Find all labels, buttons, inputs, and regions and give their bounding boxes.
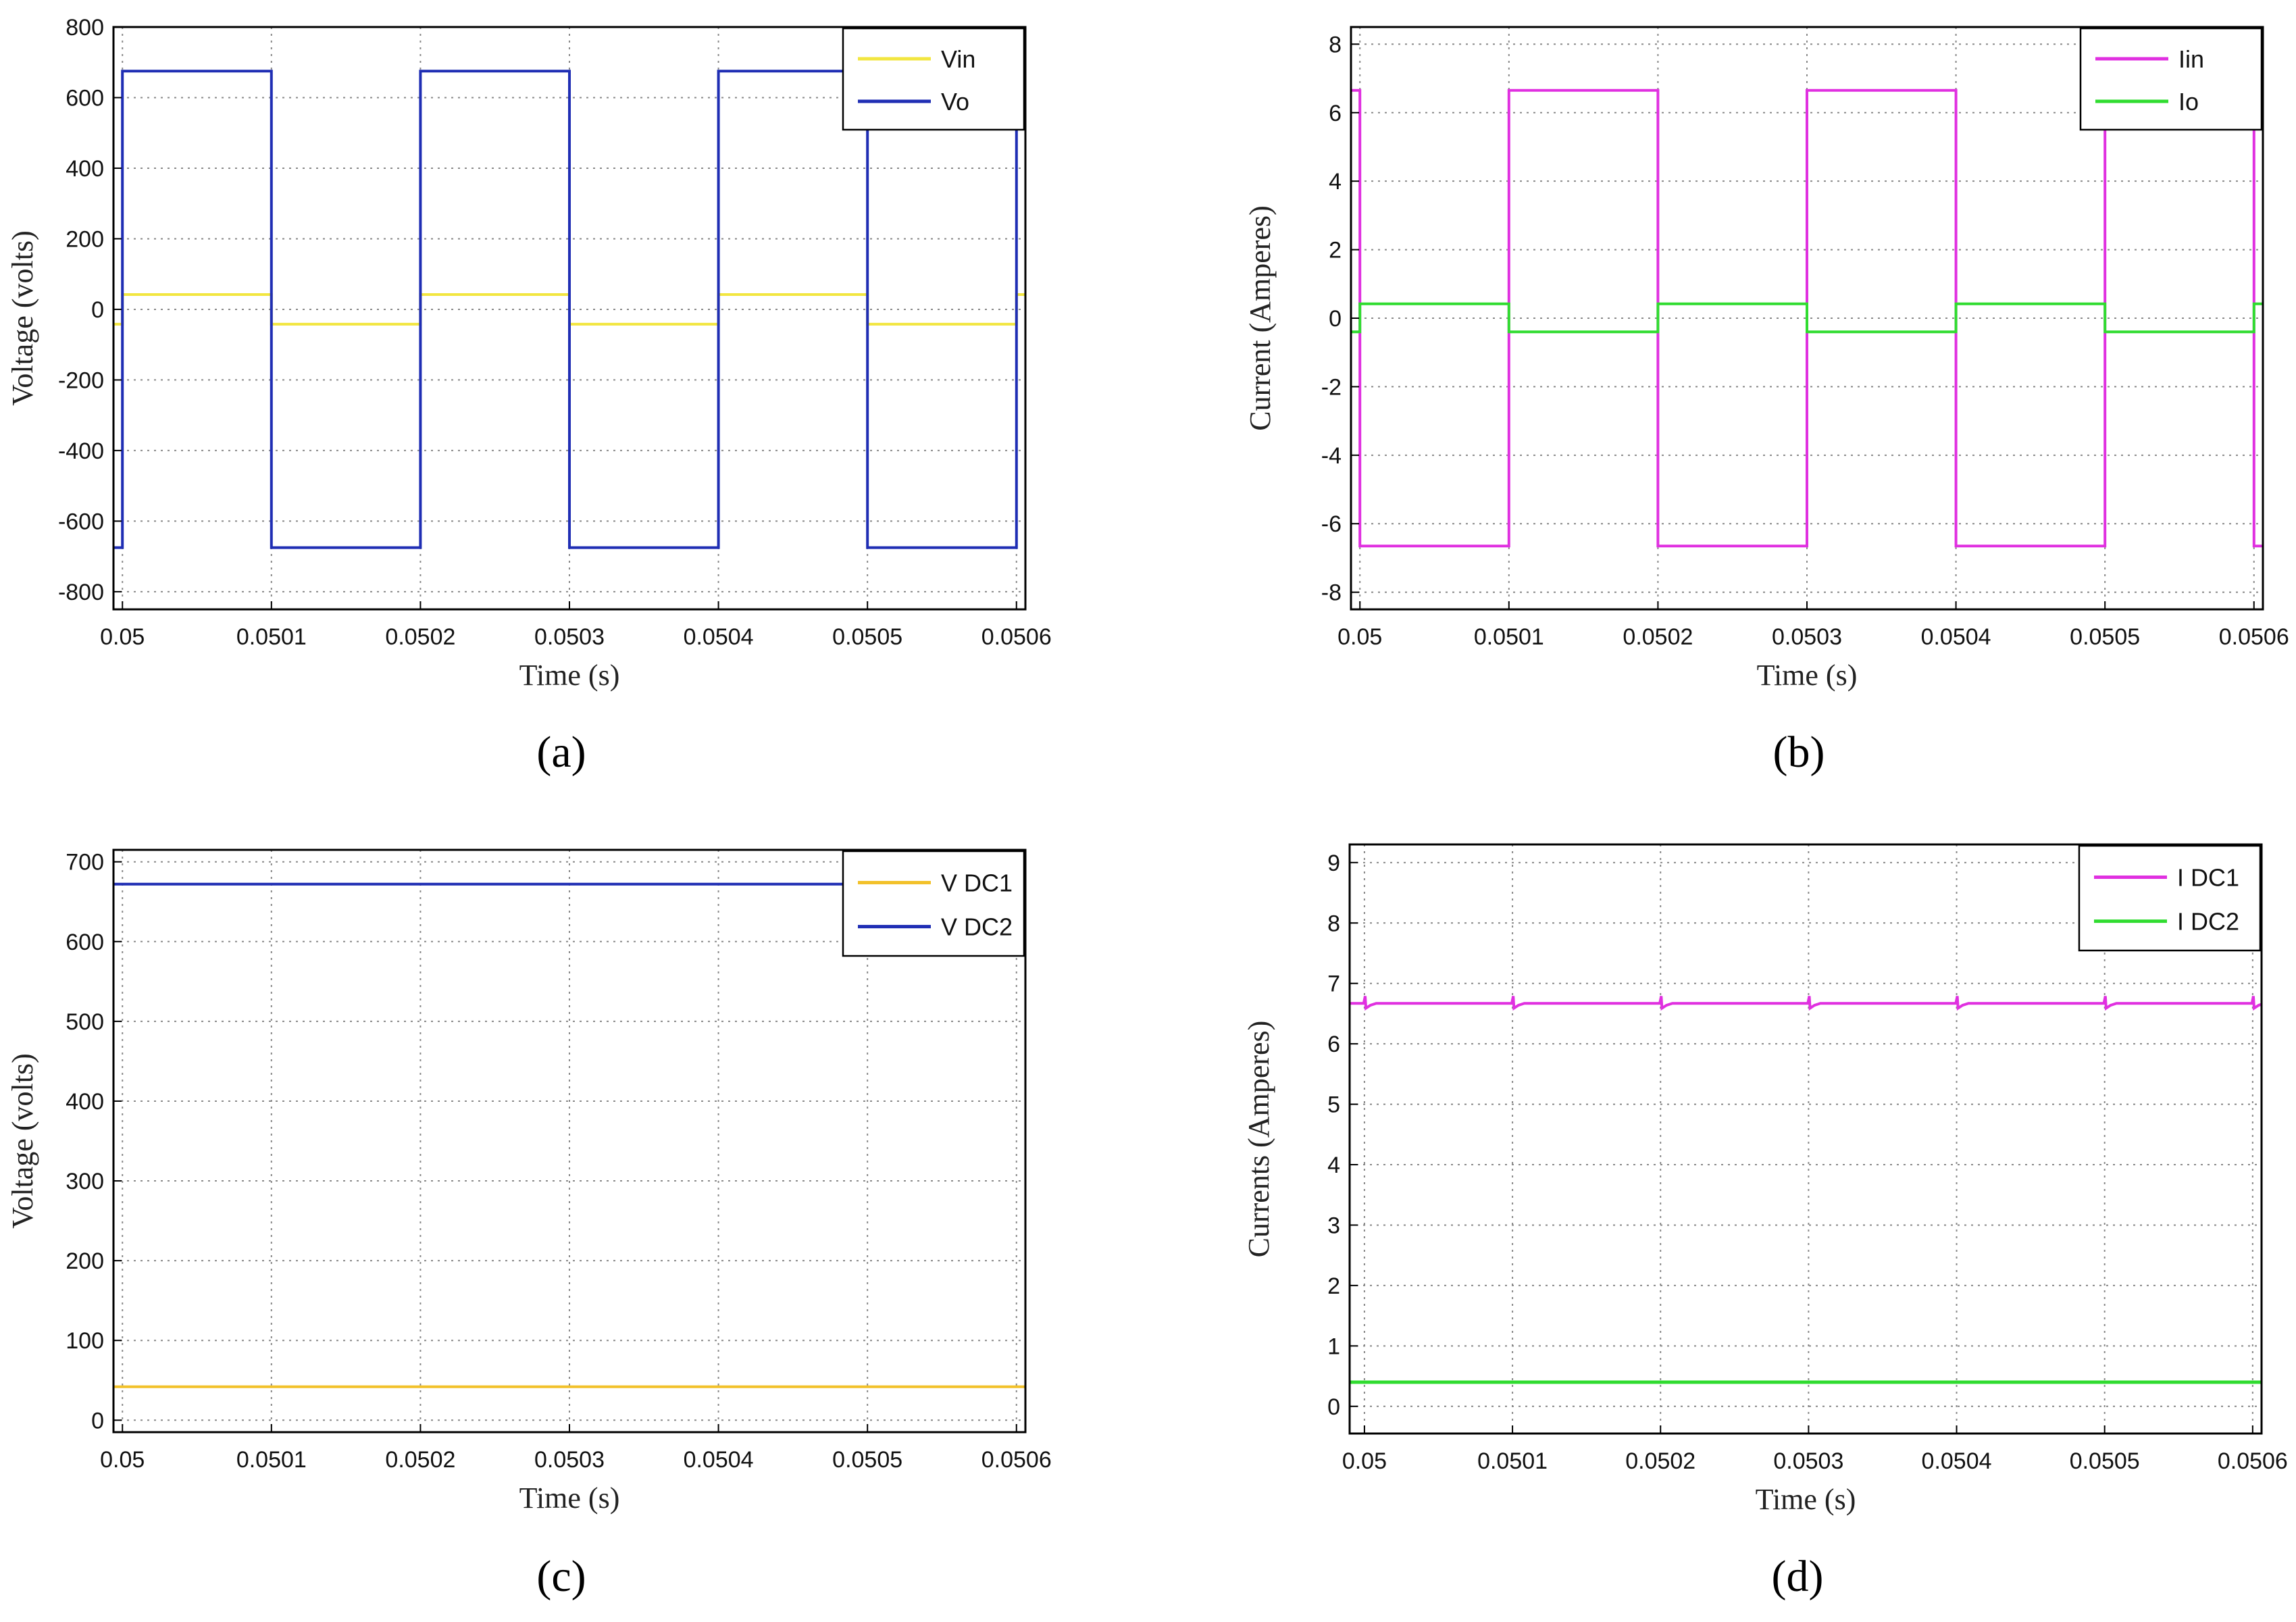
x-tick-label: 0.0505 xyxy=(2070,624,2140,650)
x-tick-label: 0.0502 xyxy=(1623,624,1693,650)
series-line-io xyxy=(1351,302,2263,334)
y-tick-label: 0 xyxy=(1329,306,1342,332)
x-tick-label: 0.0501 xyxy=(236,624,307,650)
legend-label-idc2: I DC2 xyxy=(2177,908,2239,936)
y-tick-label: 800 xyxy=(66,15,104,41)
x-axis-label: Time (s) xyxy=(1756,1483,1856,1516)
legend-label-io: Io xyxy=(2178,88,2199,116)
legend: I DC1 I DC2 xyxy=(2078,844,2262,952)
x-tick-label: 0.0506 xyxy=(2219,624,2289,650)
x-tick-label: 0.05 xyxy=(100,1447,145,1473)
x-tick-label: 0.0501 xyxy=(1477,1448,1548,1474)
x-tick-label: 0.0501 xyxy=(236,1447,307,1473)
x-tick-label: 0.05 xyxy=(1342,1448,1387,1474)
x-tick-label: 0.0502 xyxy=(1625,1448,1695,1474)
legend: Iin Io xyxy=(2079,27,2263,131)
x-tick-label: 0.0503 xyxy=(1772,624,1842,650)
x-tick-label: 0.0503 xyxy=(534,624,605,650)
y-tick-label: 6 xyxy=(1327,1032,1340,1057)
y-tick-label: 500 xyxy=(66,1009,104,1035)
x-tick-label: 0.0506 xyxy=(981,1447,1052,1473)
panel-label-a: (a) xyxy=(536,728,586,777)
x-tick-label: 0.0505 xyxy=(832,1447,902,1473)
y-tick-label: -400 xyxy=(58,438,104,464)
x-tick-label: 0.0502 xyxy=(385,1447,455,1473)
chart-panel-a: 0.05 0.0501 0.0502 0.0503 0.0504 0.0505 0.0506… xyxy=(6,15,1052,777)
y-tick-label: -6 xyxy=(1321,511,1342,537)
legend-label-vo: Vo xyxy=(941,88,969,116)
x-tick-label: 0.05 xyxy=(1337,624,1382,650)
x-tick-label: 0.0503 xyxy=(1773,1448,1843,1474)
y-tick-label: -2 xyxy=(1321,374,1342,400)
y-tick-label: 2 xyxy=(1329,238,1342,263)
legend-label-vdc1: V DC1 xyxy=(941,869,1013,897)
y-tick-label: 400 xyxy=(66,156,104,182)
x-tick-label: 0.0506 xyxy=(981,624,1052,650)
plot-area xyxy=(1348,843,2263,1435)
x-axis-label: Time (s) xyxy=(519,659,620,692)
x-axis-label: Time (s) xyxy=(1757,659,1858,692)
y-tick-label: 0 xyxy=(1327,1394,1340,1420)
y-tick-label: 8 xyxy=(1327,911,1340,936)
y-axis-label: Currents (Amperes) xyxy=(1242,1021,1275,1258)
legend: V DC1 V DC2 xyxy=(842,850,1025,957)
x-tick-label: 0.0505 xyxy=(832,624,902,650)
x-tick-label: 0.0504 xyxy=(684,624,754,650)
chart-panel-b: 0.05 0.0501 0.0502 0.0503 0.0504 0.0505 0.0506… xyxy=(1244,26,2289,777)
y-tick-label: 4 xyxy=(1327,1152,1340,1178)
y-tick-label: 600 xyxy=(66,930,104,955)
legend-label-vdc2: V DC2 xyxy=(941,913,1013,941)
panel-label-d: (d) xyxy=(1772,1552,1824,1601)
y-tick-label: 1 xyxy=(1327,1334,1340,1359)
y-tick-label: 200 xyxy=(66,1248,104,1274)
legend-label-iin: Iin xyxy=(2178,45,2204,73)
x-tick-label: 0.0505 xyxy=(2070,1448,2140,1474)
y-tick-label: 9 xyxy=(1327,851,1340,876)
y-tick-label: 300 xyxy=(66,1169,104,1194)
y-tick-label: 6 xyxy=(1329,101,1342,126)
y-axis-label: Voltage (volts) xyxy=(6,1053,39,1229)
y-tick-label: -200 xyxy=(58,368,104,393)
x-axis-label: Time (s) xyxy=(519,1481,620,1515)
x-tick-label: 0.0502 xyxy=(385,624,455,650)
panel-label-b: (b) xyxy=(1773,728,1825,777)
x-tick-label: 0.0501 xyxy=(1474,624,1544,650)
series-line-idc1 xyxy=(1350,996,2262,1011)
y-axis-label: Current (Amperes) xyxy=(1244,205,1277,431)
y-tick-label: -800 xyxy=(58,580,104,605)
y-tick-label: 200 xyxy=(66,226,104,252)
y-tick-label: 4 xyxy=(1329,169,1342,195)
legend: Vin Vo xyxy=(842,27,1025,131)
y-tick-label: 100 xyxy=(66,1328,104,1354)
y-tick-label: 600 xyxy=(66,85,104,111)
series-line-vo xyxy=(113,70,1025,549)
chart-panel-c: 0.05 0.0501 0.0502 0.0503 0.0504 0.0505 0.0506… xyxy=(6,848,1052,1601)
x-tick-label: 0.05 xyxy=(100,624,145,650)
y-tick-label: 3 xyxy=(1327,1213,1340,1238)
y-tick-label: 2 xyxy=(1327,1273,1340,1299)
x-tick-label: 0.0504 xyxy=(684,1447,754,1473)
y-tick-label: 0 xyxy=(91,297,104,323)
legend-label-idc1: I DC1 xyxy=(2177,864,2239,892)
x-tick-label: 0.0506 xyxy=(2218,1448,2288,1474)
x-tick-label: 0.0504 xyxy=(1921,624,1991,650)
panel-label-c: (c) xyxy=(536,1552,586,1601)
y-tick-label: -8 xyxy=(1321,580,1342,606)
y-axis-label: Voltage (volts) xyxy=(6,230,39,406)
legend-label-vin: Vin xyxy=(941,45,975,73)
y-tick-label: 700 xyxy=(66,850,104,876)
y-tick-label: 0 xyxy=(91,1408,104,1434)
x-tick-label: 0.0504 xyxy=(1922,1448,1992,1474)
y-tick-label: -4 xyxy=(1321,443,1342,469)
x-tick-label: 0.0503 xyxy=(534,1447,605,1473)
y-tick-label: 5 xyxy=(1327,1092,1340,1118)
y-tick-label: 400 xyxy=(66,1089,104,1115)
y-tick-label: -600 xyxy=(58,509,104,534)
chart-panel-d: 0.05 0.0501 0.0502 0.0503 0.0504 0.0505 0.0506… xyxy=(1242,843,2288,1601)
y-tick-label: 8 xyxy=(1329,32,1342,57)
y-tick-label: 7 xyxy=(1327,971,1340,997)
